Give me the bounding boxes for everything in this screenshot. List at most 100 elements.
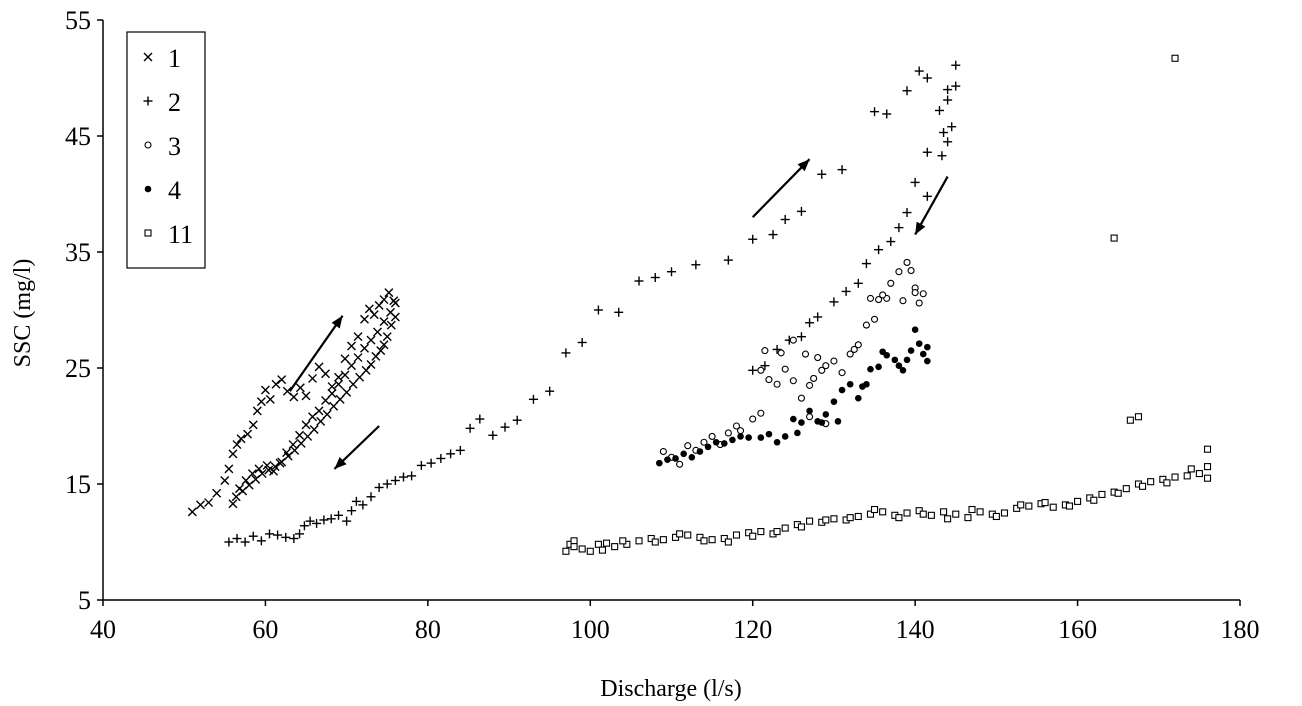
data-point (875, 296, 883, 304)
axis-ticks: 40 60 80 100 120 140 160 180 5 15 25 35 45 55 (65, 6, 1260, 644)
data-point (436, 453, 446, 463)
data-point (902, 208, 912, 218)
data-point (902, 86, 912, 96)
data-point (790, 415, 797, 423)
data-point (314, 362, 324, 372)
data-point (830, 398, 838, 405)
data-point (327, 389, 337, 399)
data-point (570, 537, 578, 545)
data-point (369, 310, 379, 320)
data-point (720, 440, 728, 447)
data-point (373, 327, 382, 337)
data-point (749, 415, 757, 423)
data-point (696, 448, 704, 455)
data-point (407, 471, 417, 481)
data-point (736, 427, 745, 435)
data-point (914, 66, 924, 76)
data-point (1203, 445, 1212, 453)
data-point (757, 366, 765, 374)
series-2 (224, 60, 961, 547)
data-point (781, 365, 789, 373)
data-point (1114, 489, 1122, 497)
data-point (374, 482, 384, 492)
data-point (854, 394, 862, 402)
data-point (1195, 470, 1203, 478)
data-point (288, 440, 298, 450)
data-point (780, 215, 790, 225)
data-point (724, 429, 732, 437)
data-point (773, 528, 781, 536)
data-point (919, 510, 927, 518)
data-point (187, 507, 197, 517)
data-point (619, 537, 627, 545)
data-point (659, 536, 667, 544)
data-point (796, 206, 806, 216)
data-point (879, 348, 886, 356)
data-point (968, 505, 976, 514)
data-point (398, 472, 408, 482)
data-point (915, 340, 923, 347)
data-point (299, 521, 309, 531)
data-point (1041, 499, 1049, 507)
data-point (922, 147, 932, 157)
data-point (347, 361, 357, 371)
data-point (475, 414, 485, 424)
data-point (321, 369, 331, 379)
data-point (1017, 501, 1025, 509)
data-point (915, 299, 923, 307)
data-point (732, 531, 741, 539)
data-point (1122, 485, 1130, 493)
data-point (650, 273, 660, 283)
data-point (748, 234, 758, 244)
data-point (634, 276, 644, 286)
data-point (794, 429, 801, 437)
data-point (265, 394, 275, 404)
data-point (347, 506, 357, 516)
data-point (943, 137, 953, 147)
data-point (273, 530, 283, 540)
legend-item: 11 (144, 220, 193, 249)
data-point (1090, 496, 1098, 504)
data-point (801, 350, 810, 358)
data-point (992, 512, 1000, 521)
data-point (810, 374, 818, 382)
data-point (426, 458, 436, 468)
y-tick-label: 45 (65, 122, 91, 151)
data-point (1110, 234, 1118, 242)
data-point (1203, 463, 1212, 471)
data-point (806, 517, 814, 525)
data-point (651, 538, 659, 546)
data-point (723, 255, 733, 265)
data-point (231, 492, 241, 502)
data-point (260, 385, 270, 395)
y-tick-label: 15 (65, 470, 91, 499)
data-point (837, 165, 847, 175)
data-point (301, 391, 311, 401)
x-tick-label: 160 (1058, 615, 1097, 644)
data-point (379, 317, 389, 327)
data-point (282, 448, 292, 458)
data-point (347, 341, 357, 351)
data-point (334, 379, 344, 389)
data-point (822, 516, 830, 524)
data-point (656, 459, 663, 467)
data-point (922, 73, 932, 83)
data-point (861, 259, 871, 269)
data-point (303, 431, 313, 441)
data-point (834, 418, 842, 425)
data-point (757, 528, 765, 536)
data-point (327, 382, 337, 392)
data-point (922, 191, 932, 201)
data-point (309, 424, 319, 434)
data-point (684, 442, 692, 450)
data-point (1126, 416, 1134, 424)
data-point (594, 540, 602, 548)
data-point (749, 532, 757, 540)
data-point (830, 515, 838, 523)
data-point (859, 383, 866, 390)
data-point (500, 422, 510, 432)
data-point (903, 509, 911, 517)
data-point (353, 332, 363, 342)
data-point (360, 314, 370, 324)
